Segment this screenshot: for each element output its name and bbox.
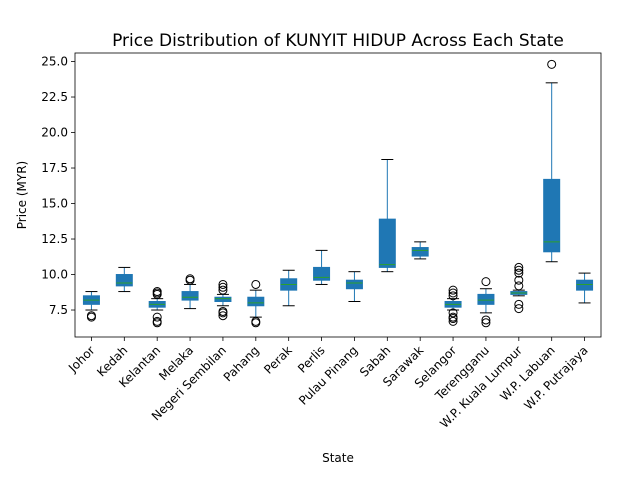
- y-tick-label: 7.5: [49, 303, 68, 317]
- outlier-point: [251, 316, 261, 326]
- iqr-box: [214, 296, 232, 302]
- outlier-point: [152, 318, 162, 328]
- outlier-point: [448, 285, 458, 295]
- axes-frame: [74, 52, 602, 338]
- plot-area: [82, 59, 594, 328]
- iqr-box: [345, 279, 363, 290]
- outlier-point: [448, 312, 458, 322]
- y-tick-label: 22.5: [41, 90, 68, 104]
- iqr-box: [181, 291, 199, 301]
- box-group: [247, 279, 265, 328]
- iqr-box: [378, 218, 396, 268]
- outlier-point: [514, 262, 524, 272]
- chart-title: Price Distribution of KUNYIT HIDUP Acros…: [112, 31, 564, 51]
- iqr-box: [576, 279, 594, 291]
- outlier-point: [481, 318, 491, 328]
- outlier-point: [152, 288, 162, 298]
- box-group: [477, 277, 495, 328]
- outlier-point: [218, 311, 228, 321]
- outlier-point: [218, 282, 228, 292]
- y-tick-label: 15.0: [41, 197, 68, 211]
- outlier-point: [514, 304, 524, 314]
- iqr-box: [477, 293, 495, 305]
- y-tick-label: 25.0: [41, 55, 68, 69]
- outlier-point: [448, 308, 458, 318]
- box-group: [82, 291, 100, 322]
- box-group: [181, 274, 199, 310]
- outlier-point: [185, 274, 195, 284]
- box-group: [280, 269, 298, 307]
- outlier-point: [514, 275, 524, 285]
- box-group: [411, 241, 429, 260]
- box-group: [115, 266, 133, 293]
- iqr-box: [543, 178, 561, 253]
- box-group: [510, 262, 528, 314]
- box-group: [543, 59, 561, 263]
- outlier-point: [514, 268, 524, 278]
- y-tick-label: 10.0: [41, 268, 68, 282]
- outlier-point: [514, 265, 524, 275]
- y-axis-label: Price (MYR): [15, 161, 29, 229]
- outlier-point: [152, 312, 162, 322]
- box-group: [214, 279, 232, 321]
- outlier-point: [218, 306, 228, 316]
- iqr-box: [247, 296, 265, 307]
- box-group: [444, 285, 462, 326]
- box-group: [378, 159, 396, 273]
- box-group: [345, 271, 363, 302]
- outlier-point: [218, 285, 228, 295]
- outlier-point: [448, 288, 458, 298]
- box-group: [313, 249, 331, 285]
- box-group: [576, 272, 594, 304]
- outlier-point: [514, 281, 524, 291]
- y-tick-label: 12.5: [41, 232, 68, 246]
- outlier-point: [448, 316, 458, 326]
- outlier-point: [547, 59, 557, 69]
- box-group: [148, 287, 166, 328]
- outlier-point: [481, 315, 491, 325]
- outlier-point: [448, 291, 458, 301]
- outlier-point: [86, 311, 96, 321]
- outlier-point: [218, 279, 228, 289]
- iqr-box: [411, 247, 429, 257]
- outlier-point: [514, 299, 524, 309]
- iqr-box: [115, 274, 133, 287]
- x-axis-label: State: [322, 451, 354, 465]
- y-tick-label: 20.0: [41, 126, 68, 140]
- outlier-point: [251, 279, 261, 289]
- outlier-point: [481, 277, 491, 287]
- y-tick-label: 17.5: [41, 161, 68, 175]
- iqr-box: [313, 266, 331, 281]
